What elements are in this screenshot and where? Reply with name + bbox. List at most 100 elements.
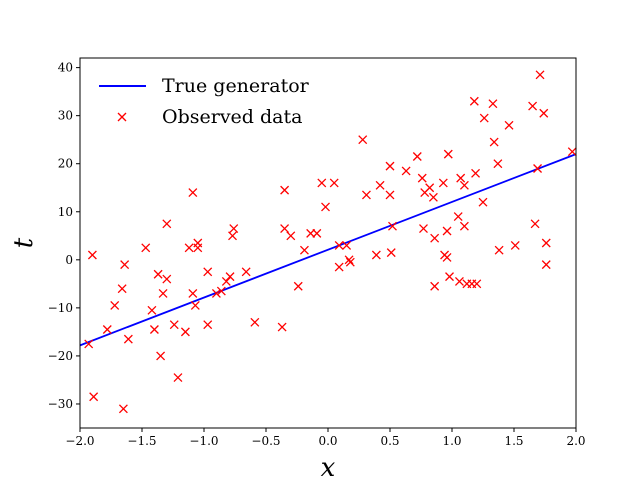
data-point-marker: [277, 322, 287, 332]
y-tick-label: 0: [65, 253, 73, 267]
data-point-marker: [472, 279, 482, 289]
data-point-marker: [401, 166, 411, 176]
data-point-marker: [479, 113, 489, 123]
data-point-marker: [317, 178, 327, 188]
data-point-marker: [147, 305, 157, 315]
data-point-marker: [442, 252, 452, 262]
x-tick-label: 1.0: [442, 434, 461, 448]
data-point-marker: [280, 224, 290, 234]
data-point-marker: [478, 197, 488, 207]
data-point-marker: [321, 202, 330, 212]
data-point-marker: [203, 267, 213, 277]
data-point-marker: [541, 238, 551, 248]
y-tick-label: −10: [48, 301, 73, 315]
x-tick-label: 2.0: [566, 434, 585, 448]
data-point-marker: [188, 188, 198, 198]
data-point-marker: [388, 221, 397, 231]
y-tick-label: −30: [48, 397, 73, 411]
x-tick-label: 1.5: [504, 434, 523, 448]
data-point-marker: [203, 320, 213, 330]
y-tick-label: 20: [58, 157, 73, 171]
y-tick-label: 10: [58, 205, 73, 219]
data-point-marker: [180, 327, 190, 337]
data-point-marker: [361, 190, 371, 200]
x-axis-label: x: [321, 453, 336, 480]
data-point-marker: [153, 269, 163, 279]
data-point-marker: [173, 373, 183, 383]
ticks-layer: −2.0 −1.5 −1.0 −0.5 0.0 0.5 1.0 1.5 2.0 −30 −20 −10…: [48, 61, 586, 448]
legend-label-true-generator: True generator: [162, 75, 310, 97]
data-point-marker: [419, 224, 428, 234]
data-point-marker: [89, 392, 99, 402]
data-point-marker: [430, 281, 440, 291]
data-point-marker: [334, 262, 344, 272]
data-point-marker: [375, 180, 385, 190]
data-point-marker: [469, 96, 479, 106]
x-tick-label: 0.5: [380, 434, 399, 448]
data-point-marker: [541, 260, 551, 270]
data-point-marker: [229, 224, 239, 234]
data-point-marker: [280, 185, 290, 195]
data-point-marker: [535, 70, 545, 80]
y-tick-label: 40: [58, 61, 73, 75]
data-point-marker: [371, 250, 381, 260]
data-point-marker: [117, 284, 127, 294]
data-point-marker: [504, 120, 514, 130]
data-point-marker: [417, 173, 427, 183]
data-point-marker: [221, 276, 231, 286]
data-point-marker: [412, 152, 422, 161]
data-point-marker: [453, 212, 463, 222]
data-point-marker: [459, 221, 469, 231]
data-point-marker: [386, 248, 396, 258]
data-point-marker: [158, 288, 168, 298]
data-point-marker: [493, 159, 503, 169]
legend-marker-swatch: [117, 112, 127, 122]
data-point-marker: [87, 250, 97, 260]
data-point-marker: [539, 108, 549, 118]
data-point-marker: [445, 272, 454, 282]
data-point-marker: [162, 274, 172, 284]
data-point-marker: [443, 149, 453, 159]
legend-label-observed-data: Observed data: [162, 106, 302, 128]
data-point-marker: [110, 301, 120, 310]
data-point-marker: [430, 233, 440, 243]
true-generator-line: [79, 153, 577, 347]
data-point-marker: [456, 173, 466, 183]
data-point-marker: [169, 320, 179, 330]
data-point-marker: [510, 240, 520, 250]
data-point-marker: [141, 243, 151, 253]
data-point-marker: [250, 317, 260, 327]
data-point-marker: [216, 286, 226, 296]
data-point-marker: [567, 147, 577, 157]
y-tick-label: 30: [58, 109, 73, 123]
data-point-marker: [211, 288, 221, 298]
data-point-marker: [528, 101, 538, 111]
data-point-marker: [190, 301, 200, 310]
data-point-marker: [293, 281, 303, 291]
data-point-marker: [428, 192, 438, 202]
data-point-marker: [358, 135, 368, 145]
data-point-marker: [299, 245, 309, 255]
data-point-marker: [530, 219, 540, 229]
legend: True generator Observed data: [99, 75, 310, 128]
data-point-marker: [102, 325, 112, 334]
data-point-marker: [123, 334, 133, 344]
data-point-marker: [459, 180, 469, 190]
data-point-marker: [193, 243, 203, 253]
data-point-marker: [488, 99, 498, 109]
data-point-marker: [286, 231, 296, 241]
data-point-marker: [385, 161, 395, 171]
data-point-marker: [471, 168, 481, 178]
x-tick-label: −2.0: [65, 434, 94, 448]
y-axis-label: t: [9, 237, 39, 248]
data-point-marker: [425, 183, 435, 193]
data-point-marker: [241, 267, 251, 277]
plot-layer: [79, 70, 577, 414]
data-point-marker: [162, 219, 172, 229]
data-point-marker: [329, 178, 339, 188]
x-tick-label: −0.5: [251, 434, 280, 448]
data-point-marker: [188, 288, 198, 298]
data-point-marker: [118, 404, 128, 414]
data-point-marker: [184, 243, 194, 253]
